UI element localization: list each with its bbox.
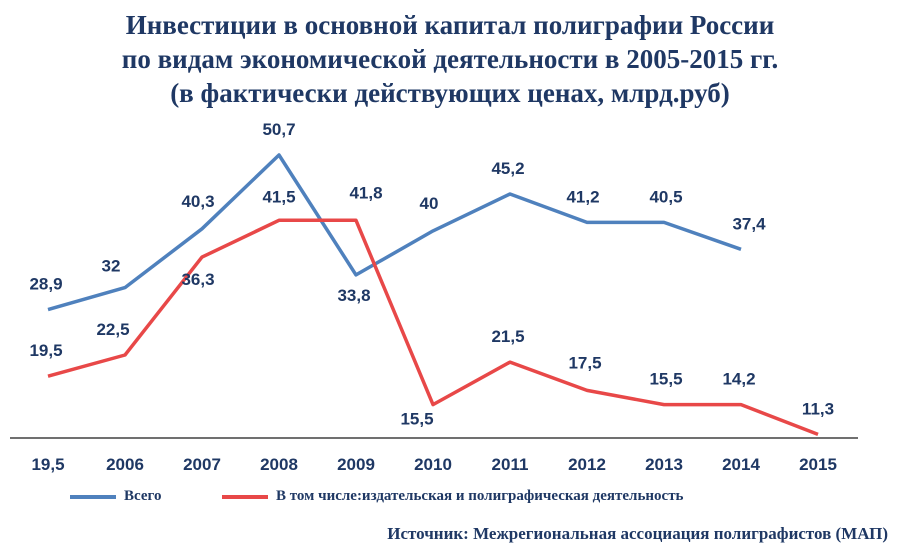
legend-item-publishing: В том числе:издательская и полиграфическ… <box>222 488 684 505</box>
data-label-total: 37,4 <box>732 214 766 233</box>
x-tick-label: 2010 <box>414 455 452 474</box>
legend-item-total: Всего <box>70 488 161 505</box>
data-label-total: 33,8 <box>337 286 370 305</box>
legend-swatch-total <box>70 494 116 499</box>
chart-title: Инвестиции в основной капитал полиграфии… <box>0 8 900 110</box>
x-tick-label: 2009 <box>337 455 375 474</box>
line-chart: 28,9 32 40,3 50,7 33,8 40 45,2 41,2 40,5 37,4 19,5… <box>10 120 858 474</box>
x-tick-label: 2015 <box>799 455 837 474</box>
data-label-publishing: 22,5 <box>96 320 129 339</box>
data-label-total: 40 <box>420 194 439 213</box>
data-label-publishing: 19,5 <box>29 341 62 360</box>
title-line-3: (в фактически действующих ценах, млрд.ру… <box>170 78 730 108</box>
data-label-publishing: 14,2 <box>722 370 755 389</box>
x-tick-label: 2014 <box>722 455 760 474</box>
series-line-total <box>47 153 742 312</box>
data-label-publishing: 15,5 <box>649 370 682 389</box>
data-label-total: 40,5 <box>649 187 682 206</box>
data-label-publishing: 21,5 <box>491 327 524 346</box>
source-note: Источник: Межрегиональная ассоциация пол… <box>387 524 888 543</box>
data-label-total: 32 <box>102 257 121 276</box>
title-line-2: по видам экономической деятельности в 20… <box>121 44 779 74</box>
data-label-publishing: 15,5 <box>400 410 433 429</box>
series-line-publishing <box>47 218 819 437</box>
data-label-total: 50,7 <box>262 120 295 139</box>
legend-swatch-publishing <box>222 494 268 499</box>
data-label-publishing: 11,3 <box>802 399 834 418</box>
series-layer <box>47 153 819 437</box>
x-tick-label: 2012 <box>568 455 606 474</box>
x-tick-label: 2007 <box>183 455 221 474</box>
legend: Всего В том числе:издательская и полигра… <box>0 488 900 510</box>
legend-label-total: Всего <box>124 488 162 504</box>
data-label-publishing: 41,5 <box>262 187 295 206</box>
x-tick-label: 19,5 <box>31 455 64 474</box>
data-label-publishing: 17,5 <box>568 353 601 372</box>
data-label-total: 45,2 <box>491 159 524 178</box>
x-tick-labels: 19,5 2006 2007 2008 2009 2010 2011 2012 2013 2014… <box>31 455 836 474</box>
data-label-publishing: 41,8 <box>349 183 382 202</box>
x-tick-label: 2008 <box>260 455 298 474</box>
data-label-publishing: 36,3 <box>181 270 214 289</box>
data-label-total: 28,9 <box>29 275 62 294</box>
data-label-total: 41,2 <box>566 187 599 206</box>
x-tick-label: 2006 <box>106 455 144 474</box>
legend-label-publishing: В том числе:издательская и полиграфическ… <box>276 488 684 504</box>
title-line-1: Инвестиции в основной капитал полиграфии… <box>125 10 775 40</box>
data-label-total: 40,3 <box>181 192 214 211</box>
data-labels: 28,9 32 40,3 50,7 33,8 40 45,2 41,2 40,5 37,4 19,5… <box>29 120 834 429</box>
x-tick-label: 2011 <box>492 455 529 474</box>
x-tick-label: 2013 <box>645 455 683 474</box>
